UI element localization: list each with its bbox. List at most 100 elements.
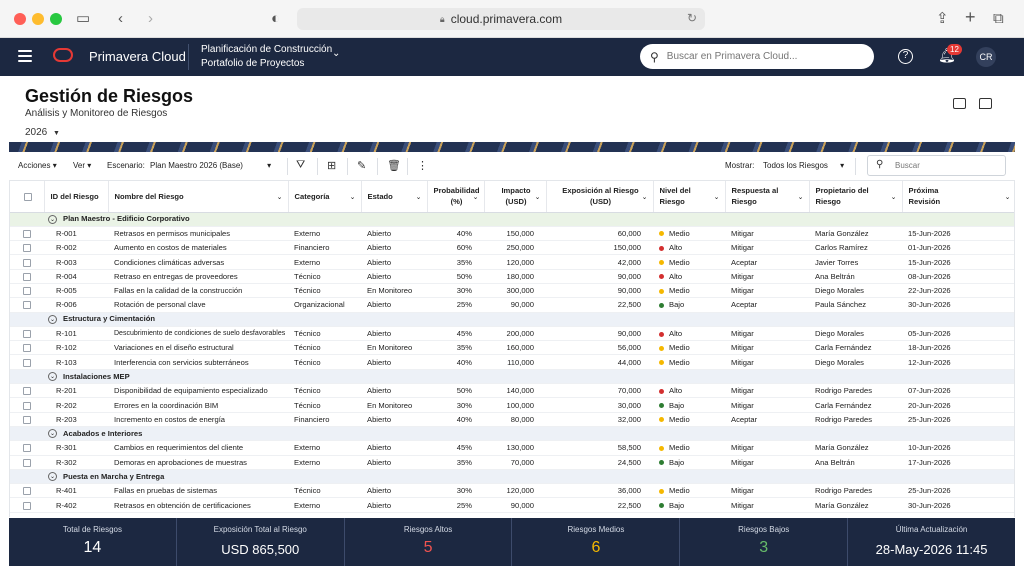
share-icon[interactable]: ⇪: [936, 10, 949, 27]
table-row[interactable]: R-006 Rotación de personal clave Organizac…: [10, 297, 1014, 313]
select-all-checkbox[interactable]: [10, 181, 45, 213]
chevron-down-icon[interactable]: ⌄: [415, 194, 422, 201]
table-row[interactable]: R-201 Disponibilidad de equipamiento espe…: [10, 383, 1014, 399]
global-search[interactable]: ⚲: [640, 44, 874, 69]
privacy-shield-icon[interactable]: ◐: [271, 10, 281, 27]
actions-menu[interactable]: Acciones ▾: [18, 161, 57, 170]
back-icon[interactable]: ‹: [118, 10, 123, 27]
more-options-icon[interactable]: ⋮: [417, 160, 428, 172]
table-row[interactable]: R-301 Cambios en requerimientos del clien…: [10, 440, 1014, 456]
col-header-exposure[interactable]: Exposición al Riesgo (USD) ⌄: [546, 181, 654, 213]
tabs-overview-icon[interactable]: ⧉: [993, 10, 1004, 27]
col-header-id[interactable]: ID del Riesgo: [44, 181, 109, 213]
project-selector-line2[interactable]: Portafolio de Proyectos: [201, 58, 305, 69]
col-header-review[interactable]: Próxima Revisión ⌄: [902, 181, 1014, 213]
chevron-down-icon[interactable]: ⌄: [797, 194, 804, 201]
group-cell[interactable]: ⌄ Estructura y Cimentación: [10, 312, 1014, 327]
col-header-status[interactable]: Estado ⌄: [361, 181, 428, 213]
table-row[interactable]: R-203 Incremento en costos de energía Fina…: [10, 412, 1014, 427]
col-header-category[interactable]: Categoría ⌄: [288, 181, 362, 213]
delete-icon[interactable]: 🗑︎: [387, 160, 401, 172]
table-row[interactable]: R-001 Retrasos en permisos municipales Ext…: [10, 226, 1014, 242]
row-checkbox[interactable]: [10, 240, 44, 256]
group-row[interactable]: ⌄ Plan Maestro - Edificio Corporativo: [10, 212, 1014, 227]
collapse-chevron-icon[interactable]: ⌄: [48, 314, 57, 324]
col-header-impact[interactable]: Impacto (USD) ⌄: [484, 181, 547, 213]
show-filter-select[interactable]: Todos los Riesgos ▾: [763, 161, 844, 170]
chevron-down-icon[interactable]: ⌄: [713, 194, 720, 201]
table-row[interactable]: R-005 Fallas en la calidad de la construc…: [10, 283, 1014, 299]
filter-icon[interactable]: ⛛: [296, 159, 306, 171]
col-header-response[interactable]: Respuesta al Riesgo ⌄: [725, 181, 810, 213]
year-selector[interactable]: 2026 ▼: [25, 127, 60, 138]
group-row[interactable]: ⌄ Estructura y Cimentación: [10, 312, 1014, 327]
col-header-probability[interactable]: Probabilidad (%) ⌄: [427, 181, 485, 213]
row-checkbox[interactable]: [10, 340, 44, 356]
table-row[interactable]: R-302 Demoras en aprobaciones de muestras…: [10, 455, 1014, 470]
minimize-window-button[interactable]: [32, 13, 44, 25]
table-row[interactable]: R-202 Errores en la coordinación BIM Técni…: [10, 397, 1014, 413]
maximize-window-button[interactable]: [50, 13, 62, 25]
grid-search-input[interactable]: ⚲ Buscar: [867, 155, 1006, 176]
forward-icon[interactable]: ›: [148, 10, 153, 27]
chevron-down-icon[interactable]: ⌄: [890, 194, 897, 201]
row-checkbox[interactable]: [10, 412, 44, 427]
row-checkbox[interactable]: [10, 297, 44, 313]
row-checkbox[interactable]: [10, 455, 44, 470]
row-checkbox[interactable]: [10, 440, 44, 456]
col-header-name[interactable]: Nombre del Riesgo ⌄: [108, 181, 289, 213]
table-row[interactable]: R-103 Interferencia con servicios subterr…: [10, 354, 1014, 370]
row-checkbox[interactable]: [10, 397, 44, 413]
group-cell[interactable]: ⌄ Puesta en Marcha y Entrega: [10, 469, 1014, 485]
chevron-down-icon[interactable]: ⌄: [534, 194, 541, 201]
row-checkbox[interactable]: [10, 254, 44, 270]
comment-icon[interactable]: [979, 98, 992, 109]
row-checkbox[interactable]: [10, 326, 44, 342]
chevron-down-icon[interactable]: ⌄: [276, 194, 283, 201]
row-checkbox[interactable]: [10, 226, 44, 242]
chevron-down-icon[interactable]: ⌄: [332, 48, 341, 59]
row-checkbox[interactable]: [10, 283, 44, 299]
sidebar-toggle-icon[interactable]: ▭: [76, 10, 91, 27]
avatar[interactable]: CR: [976, 47, 996, 67]
menu-icon[interactable]: [18, 50, 32, 62]
scenario-select[interactable]: Plan Maestro 2026 (Base) ▾: [150, 161, 271, 170]
table-row[interactable]: R-004 Retraso en entregas de proveedores T…: [10, 269, 1014, 284]
chevron-down-icon[interactable]: ⌄: [349, 194, 356, 201]
group-row[interactable]: ⌄ Puesta en Marcha y Entrega: [10, 469, 1014, 485]
group-cell[interactable]: ⌄ Plan Maestro - Edificio Corporativo: [10, 212, 1014, 227]
global-search-input[interactable]: [666, 51, 847, 62]
group-cell[interactable]: ⌄ Acabados e Interiores: [10, 426, 1014, 442]
collapse-chevron-icon[interactable]: ⌄: [48, 214, 57, 224]
table-row[interactable]: R-003 Condiciones climáticas adversas Exte…: [10, 254, 1014, 270]
reload-icon[interactable]: ↻: [686, 11, 697, 25]
table-row[interactable]: R-401 Fallas en pruebas de sistemas Técnic…: [10, 483, 1014, 499]
row-checkbox[interactable]: [10, 354, 44, 370]
add-icon[interactable]: ⊞: [327, 160, 337, 172]
project-selector-line1[interactable]: Planificación de Construcción: [201, 44, 333, 55]
row-checkbox[interactable]: [10, 497, 44, 513]
new-tab-icon[interactable]: +: [965, 7, 976, 27]
collapse-chevron-icon[interactable]: ⌄: [48, 472, 57, 482]
edit-icon[interactable]: ✎: [357, 160, 367, 172]
collapse-chevron-icon[interactable]: ⌄: [48, 372, 57, 382]
address-bar[interactable]: 🔒︎ cloud.primavera.com ↻: [297, 8, 705, 30]
collapse-chevron-icon[interactable]: ⌄: [48, 429, 57, 439]
table-row[interactable]: R-402 Retrasos en obtención de certificac…: [10, 497, 1014, 513]
help-icon[interactable]: ?: [898, 49, 913, 64]
row-checkbox[interactable]: [10, 269, 44, 284]
chevron-down-icon[interactable]: ⌄: [641, 194, 648, 201]
row-checkbox[interactable]: [10, 483, 44, 499]
chevron-down-icon[interactable]: ⌄: [472, 194, 479, 201]
chevron-down-icon[interactable]: ⌄: [1004, 194, 1011, 201]
col-header-owner[interactable]: Propietario del Riesgo ⌄: [809, 181, 903, 213]
close-window-button[interactable]: [14, 13, 26, 25]
col-header-level[interactable]: Nivel del Riesgo ⌄: [653, 181, 726, 213]
row-checkbox[interactable]: [10, 383, 44, 399]
group-row[interactable]: ⌄ Acabados e Interiores: [10, 426, 1014, 442]
table-row[interactable]: R-101 Descubrimiento de condiciones de su…: [10, 326, 1014, 342]
table-row[interactable]: R-102 Variaciones en el diseño estructura…: [10, 340, 1014, 356]
screenshot-icon[interactable]: [953, 98, 966, 109]
table-row[interactable]: R-002 Aumento en costos de materiales Fina…: [10, 240, 1014, 256]
view-menu[interactable]: Ver ▾: [73, 161, 91, 170]
